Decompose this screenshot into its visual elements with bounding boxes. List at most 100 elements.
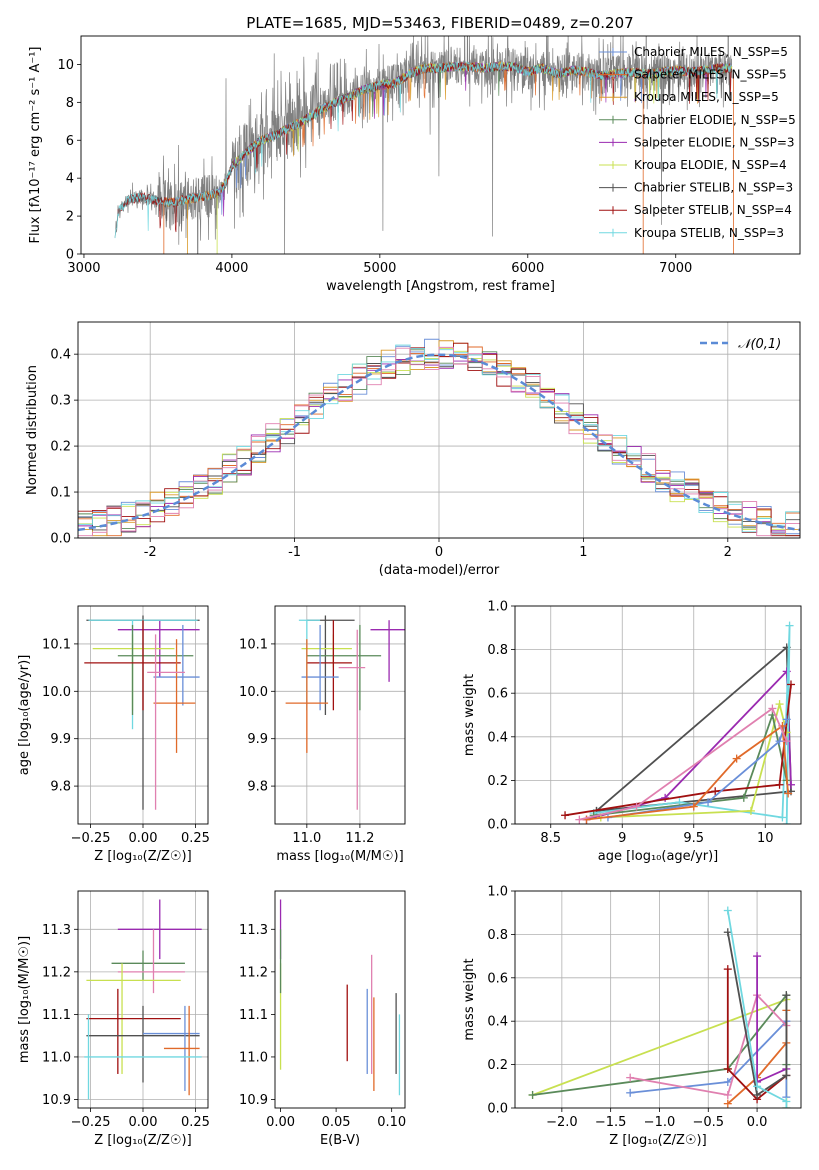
- y-tick-label: 4: [66, 172, 74, 187]
- x-tick-label: 9.5: [683, 831, 704, 846]
- y-tick-label: 0.2: [487, 1058, 508, 1073]
- x-tick-label: 0.25: [181, 831, 210, 846]
- y-tick-label: 1.0: [487, 885, 508, 900]
- y-tick-label: 10.0: [42, 685, 71, 700]
- legend-label: 𝒩(0,1): [738, 337, 781, 352]
- series-line: [564, 684, 792, 817]
- x-axis-label: (data-model)/error: [379, 563, 500, 578]
- normal-curve: [78, 353, 800, 532]
- y-tick-label: 0.2: [50, 440, 71, 455]
- series-line: [726, 932, 788, 1097]
- series-line: [726, 969, 787, 1101]
- y-tick-label: 10.9: [42, 1093, 71, 1108]
- y-tick-label: 0.8: [487, 643, 508, 658]
- y-tick-label: 0.0: [487, 818, 508, 833]
- x-tick-label: 4000: [215, 261, 248, 276]
- axes-frame: [274, 890, 406, 1109]
- x-tick-label: 0.10: [377, 1115, 406, 1130]
- x-tick-label: 0.05: [322, 1115, 351, 1130]
- figure-title: PLATE=1685, MJD=53463, FIBERID=0489, z=0…: [246, 14, 633, 32]
- x-tick-label: −0.25: [71, 831, 111, 846]
- y-axis-label: age [log₁₀(age/yr)]: [17, 655, 32, 776]
- y-tick-label: 6: [66, 134, 74, 149]
- series-line: [586, 669, 792, 821]
- series-line: [593, 711, 788, 817]
- axes-frame: [274, 605, 406, 825]
- y-tick-label: 0.6: [487, 687, 508, 702]
- massweight_vs_Z-axes: −2.0 −1.5 −1.0 −0.5 0.0 0.0 0.2 0.4 0.6 0.8 1.0 Z […: [462, 885, 801, 1148]
- x-axis-label: age [log₁₀(age/yr)]: [598, 849, 719, 864]
- age_vs_Z-axes: −0.25 0.00 0.25 9.8 9.9 10.0 10.1 Z [log₁₀(Z/Z☉…: [17, 606, 210, 864]
- spectrum-model-line: [114, 60, 732, 239]
- y-tick-label: 9.9: [50, 732, 71, 747]
- x-tick-label: -1: [288, 545, 301, 560]
- y-tick-label: 0.6: [487, 971, 508, 986]
- x-tick-label: 9: [618, 831, 626, 846]
- x-axis-label: Z [log₁₀(Z/Z☉)]: [94, 849, 191, 864]
- y-tick-label: 0.0: [487, 1102, 508, 1117]
- legend-label: Chabrier ELODIE, N_SSP=5: [634, 113, 796, 127]
- x-tick-label: 6000: [511, 261, 544, 276]
- spectrum-axes: 3000 4000 5000 6000 7000 0 2 4 6 8 10 wavelength [A…: [28, 47, 692, 295]
- y-tick-label: 0.4: [487, 1015, 508, 1030]
- legend-label: Kroupa MILES, N_SSP=5: [634, 90, 779, 104]
- mass_vs_ebv-plot: [279, 899, 401, 1096]
- y-tick-label: 9.8: [50, 780, 71, 795]
- y-tick-label: 1.0: [487, 600, 508, 615]
- x-tick-label: −1.5: [595, 1115, 627, 1130]
- x-axis-label: mass [log₁₀(M/M☉)]: [276, 849, 403, 864]
- y-tick-label: 9.9: [247, 732, 268, 747]
- x-tick-label: 0.00: [266, 1115, 295, 1130]
- y-axis-label: mass [log₁₀(M/M☉)]: [17, 936, 32, 1063]
- x-tick-label: 2: [724, 545, 732, 560]
- age_vs_mass-axes: 11.0 11.2 9.8 9.9 10.0 10.1 mass [log₁₀(M/M☉)]: [239, 606, 405, 864]
- spectrum-legend: Chabrier MILES, N_SSP=5 Salpeter MILES, N…: [599, 45, 796, 240]
- residual-plot: [78, 338, 800, 538]
- y-tick-label: 0.4: [50, 348, 71, 363]
- x-tick-label: 0.0: [747, 1115, 768, 1130]
- x-tick-label: −0.5: [692, 1115, 724, 1130]
- y-tick-label: 0.2: [487, 774, 508, 789]
- y-tick-label: 0.4: [487, 730, 508, 745]
- x-axis-label: E(B-V): [320, 1133, 360, 1148]
- legend-label: Salpeter MILES, N_SSP=5: [634, 68, 787, 82]
- y-tick-label: 11.1: [42, 1008, 71, 1023]
- x-tick-label: 10: [757, 831, 774, 846]
- residuals-axes: -2 -1 0 1 2 0.0 0.1 0.2 0.3 0.4 (data-model)/error…: [25, 322, 800, 578]
- y-tick-label: 0.0: [50, 532, 71, 547]
- x-tick-label: -2: [144, 545, 157, 560]
- y-tick-label: 10.1: [239, 637, 268, 652]
- y-tick-label: 2: [66, 210, 74, 225]
- x-tick-label: 8.5: [540, 831, 561, 846]
- x-tick-label: 3000: [67, 261, 100, 276]
- mass_vs_Z-plot: [84, 899, 202, 1100]
- massweight_vs_Z-plot: [528, 906, 791, 1108]
- y-axis-label: Flux [fλ10⁻¹⁷ erg cm⁻² s⁻¹ A⁻¹]: [28, 47, 43, 244]
- y-axis-label: mass weight: [462, 958, 477, 1040]
- y-tick-label: 9.8: [247, 780, 268, 795]
- legend-label: Salpeter STELIB, N_SSP=4: [634, 203, 792, 217]
- axes-frame: [77, 890, 209, 1109]
- series-line: [630, 993, 788, 1097]
- series-line: [600, 700, 788, 819]
- y-tick-label: 11.0: [239, 1050, 268, 1065]
- y-tick-label: 8: [66, 96, 74, 111]
- x-tick-label: 0.00: [129, 1115, 158, 1130]
- residual-legend: 𝒩(0,1): [700, 337, 781, 352]
- x-tick-label: 11.2: [345, 831, 374, 846]
- age_vs_Z-plot: [84, 615, 200, 810]
- x-axis-label: Z [log₁₀(Z/Z☉)]: [609, 1133, 706, 1148]
- x-tick-label: 7000: [659, 261, 692, 276]
- axes-frame: [77, 321, 801, 539]
- y-tick-label: 0.3: [50, 394, 71, 409]
- age_vs_mass-plot: [285, 615, 405, 810]
- legend-label: Kroupa ELODIE, N_SSP=4: [634, 158, 787, 172]
- x-tick-label: −2.0: [546, 1115, 578, 1130]
- mass_vs_ebv-axes: 0.00 0.05 0.10 10.9 11.0 11.1 11.2 11.3 E(B-V): [239, 923, 406, 1148]
- legend-label: Kroupa STELIB, N_SSP=3: [634, 226, 784, 240]
- y-tick-label: 11.2: [239, 965, 268, 980]
- y-tick-label: 0: [66, 248, 74, 263]
- y-tick-label: 11.1: [239, 1008, 268, 1023]
- y-tick-label: 11.0: [42, 1050, 71, 1065]
